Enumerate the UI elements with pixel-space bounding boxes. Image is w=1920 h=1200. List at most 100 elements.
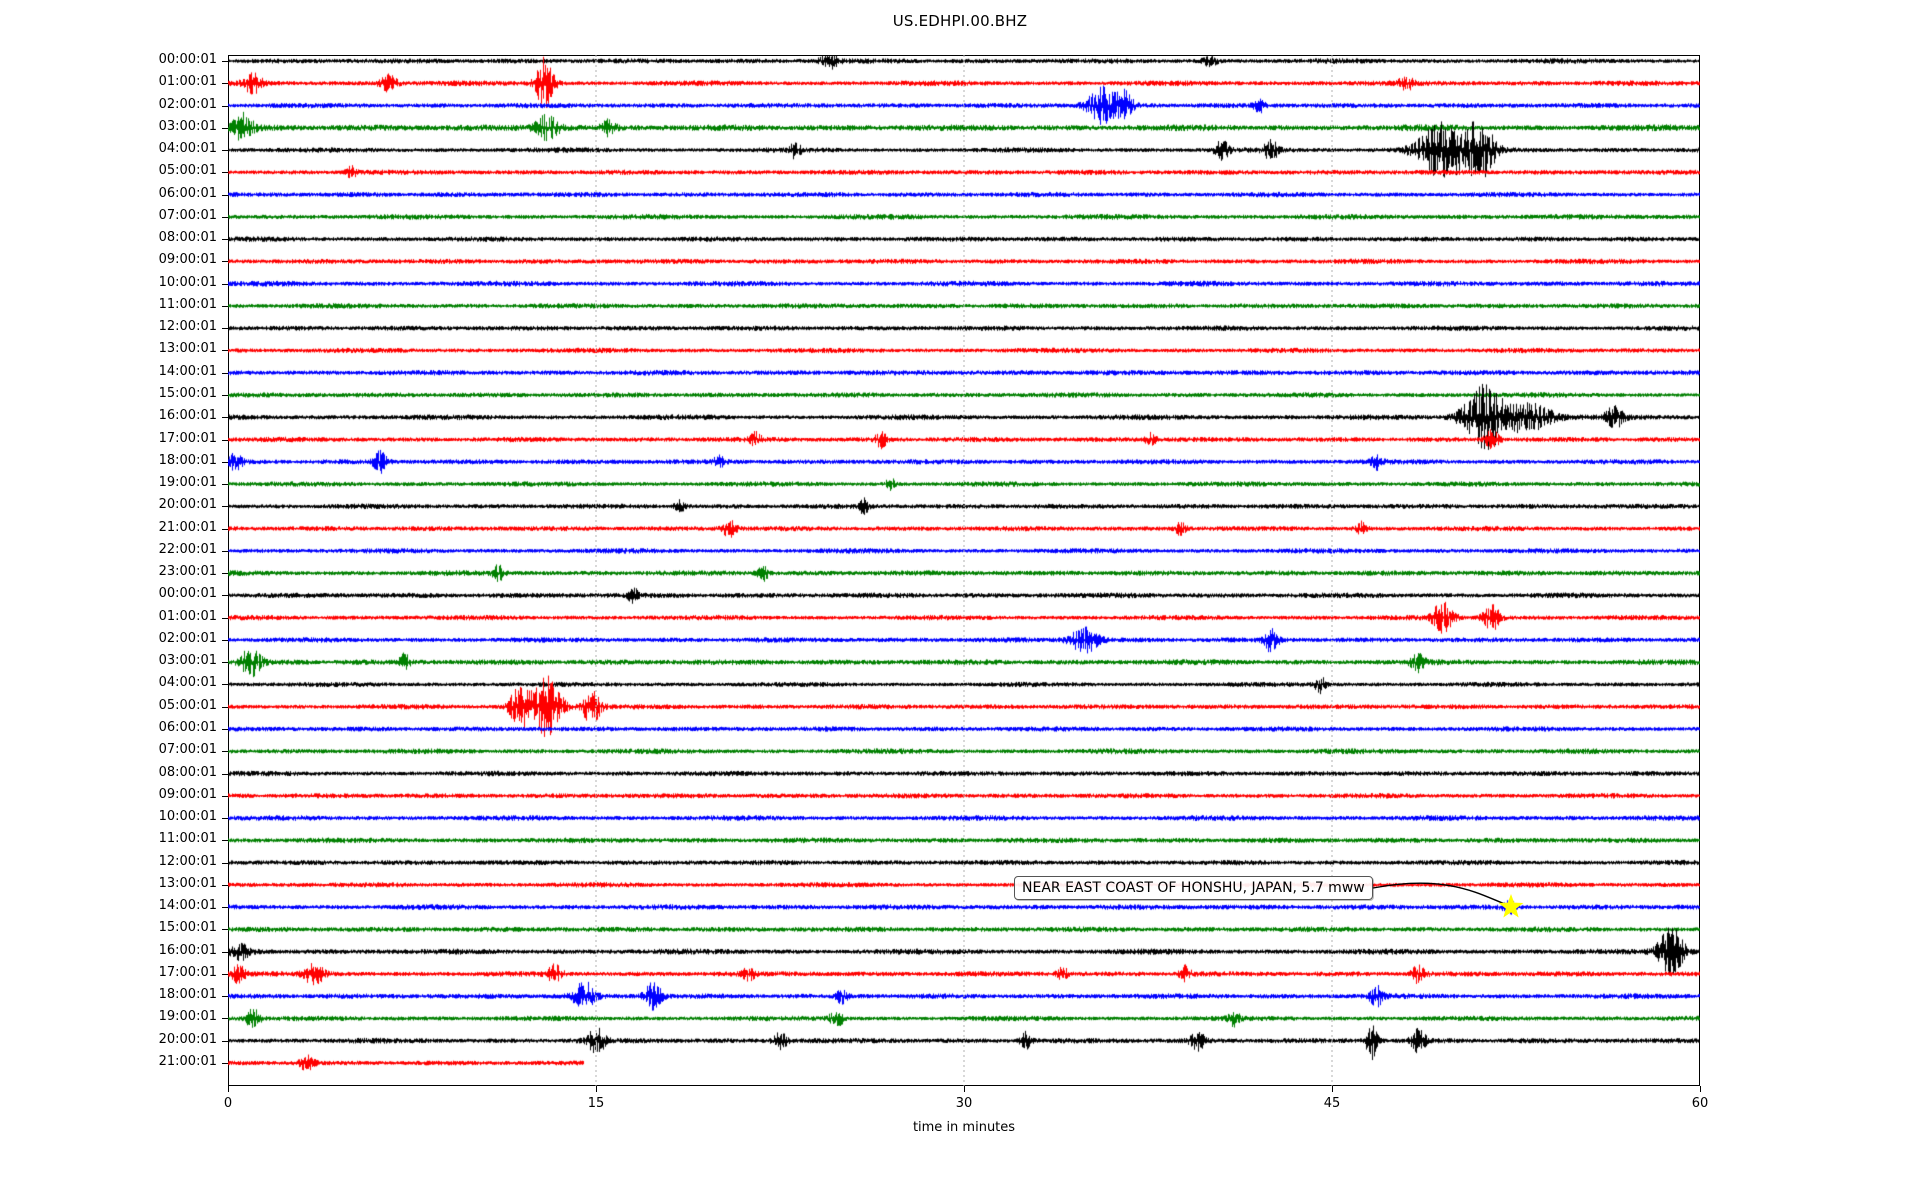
y-tick-label: 02:00:01 [158, 96, 217, 112]
y-tick-mark [222, 529, 228, 530]
seismogram-traces [228, 55, 1700, 1086]
y-tick-mark [222, 83, 228, 84]
y-tick-label: 03:00:01 [158, 653, 217, 669]
y-tick-mark [222, 195, 228, 196]
y-tick-mark [222, 863, 228, 864]
y-tick-label: 13:00:01 [158, 341, 217, 357]
y-tick-label: 17:00:01 [158, 430, 217, 446]
y-tick-mark [222, 506, 228, 507]
y-tick-mark [222, 484, 228, 485]
y-tick-label: 21:00:01 [158, 1054, 217, 1069]
x-tick-mark [964, 1086, 965, 1092]
y-tick-mark [222, 1063, 228, 1064]
y-tick-mark [222, 774, 228, 775]
y-tick-mark [222, 618, 228, 619]
y-tick-mark [222, 729, 228, 730]
y-tick-mark [222, 818, 228, 819]
y-tick-label: 00:00:01 [158, 586, 217, 602]
y-tick-mark [222, 440, 228, 441]
y-tick-mark [222, 239, 228, 240]
y-tick-label: 01:00:01 [158, 608, 217, 624]
y-tick-mark [222, 996, 228, 997]
y-tick-mark [222, 417, 228, 418]
y-tick-mark [222, 840, 228, 841]
y-tick-label: 06:00:01 [158, 185, 217, 201]
y-tick-mark [222, 796, 228, 797]
y-tick-mark [222, 1018, 228, 1019]
y-tick-label: 10:00:01 [158, 274, 217, 290]
y-tick-mark [222, 1041, 228, 1042]
y-tick-label: 02:00:01 [158, 630, 217, 646]
x-tick-mark [1332, 1086, 1333, 1092]
x-tick-mark [1700, 1086, 1701, 1092]
y-tick-label: 12:00:01 [158, 853, 217, 869]
y-tick-mark [222, 350, 228, 351]
y-tick-mark [222, 462, 228, 463]
x-tick-mark [596, 1086, 597, 1092]
y-tick-label: 05:00:01 [158, 163, 217, 179]
y-tick-mark [222, 61, 228, 62]
y-tick-mark [222, 395, 228, 396]
page-title: US.EDHPI.00.BHZ [892, 12, 1028, 30]
y-tick-mark [222, 662, 228, 663]
y-tick-mark [222, 974, 228, 975]
y-tick-label: 13:00:01 [158, 875, 217, 891]
x-tick-label: 45 [1323, 1096, 1341, 1111]
y-tick-label: 20:00:01 [158, 1031, 217, 1047]
y-tick-label: 23:00:01 [158, 564, 217, 580]
y-tick-mark [222, 573, 228, 574]
y-tick-label: 17:00:01 [158, 964, 217, 980]
y-tick-label: 16:00:01 [158, 942, 217, 958]
y-tick-label: 14:00:01 [158, 363, 217, 379]
y-tick-label: 18:00:01 [158, 452, 217, 468]
y-tick-mark [222, 328, 228, 329]
y-tick-label: 21:00:01 [158, 519, 217, 535]
y-tick-label: 18:00:01 [158, 987, 217, 1003]
y-tick-mark [222, 284, 228, 285]
y-tick-label: 15:00:01 [158, 386, 217, 401]
y-tick-label: 16:00:01 [158, 408, 217, 424]
y-tick-mark [222, 907, 228, 908]
y-tick-mark [222, 952, 228, 953]
y-tick-mark [222, 595, 228, 596]
y-tick-label: 01:00:01 [158, 74, 217, 90]
y-tick-mark [222, 106, 228, 107]
y-tick-label: 06:00:01 [158, 720, 217, 735]
y-tick-mark [222, 128, 228, 129]
y-tick-label: 09:00:01 [158, 252, 217, 268]
y-tick-mark [222, 551, 228, 552]
y-tick-label: 19:00:01 [158, 1009, 217, 1025]
y-tick-label: 11:00:01 [158, 296, 217, 312]
y-tick-mark [222, 150, 228, 151]
y-tick-label: 04:00:01 [158, 675, 217, 691]
y-tick-mark [222, 373, 228, 374]
y-tick-label: 12:00:01 [158, 319, 217, 335]
y-tick-label: 11:00:01 [158, 831, 217, 847]
y-tick-mark [222, 261, 228, 262]
x-tick-label: 0 [223, 1096, 233, 1111]
y-tick-label: 05:00:01 [158, 697, 217, 713]
y-tick-label: 15:00:01 [158, 920, 217, 936]
y-tick-mark [222, 707, 228, 708]
y-tick-mark [222, 929, 228, 930]
y-tick-label: 19:00:01 [158, 475, 217, 491]
y-tick-mark [222, 172, 228, 173]
y-tick-label: 04:00:01 [158, 141, 217, 157]
event-annotation-label[interactable]: NEAR EAST COAST OF HONSHU, JAPAN, 5.7 mw… [1014, 876, 1373, 900]
x-axis-label: time in minutes [912, 1120, 1016, 1135]
y-tick-label: 10:00:01 [158, 809, 217, 825]
y-tick-label: 07:00:01 [158, 742, 217, 758]
y-tick-mark [222, 684, 228, 685]
y-tick-label: 03:00:01 [158, 118, 217, 134]
y-tick-label: 22:00:01 [158, 541, 217, 557]
y-tick-label: 20:00:01 [158, 497, 217, 513]
x-tick-label: 60 [1691, 1096, 1709, 1111]
y-tick-label: 00:00:01 [158, 52, 217, 67]
y-tick-mark [222, 640, 228, 641]
y-tick-label: 14:00:01 [158, 898, 217, 914]
y-tick-mark [222, 751, 228, 752]
x-tick-mark [228, 1086, 229, 1092]
y-tick-label: 07:00:01 [158, 207, 217, 223]
x-tick-label: 30 [955, 1096, 973, 1111]
